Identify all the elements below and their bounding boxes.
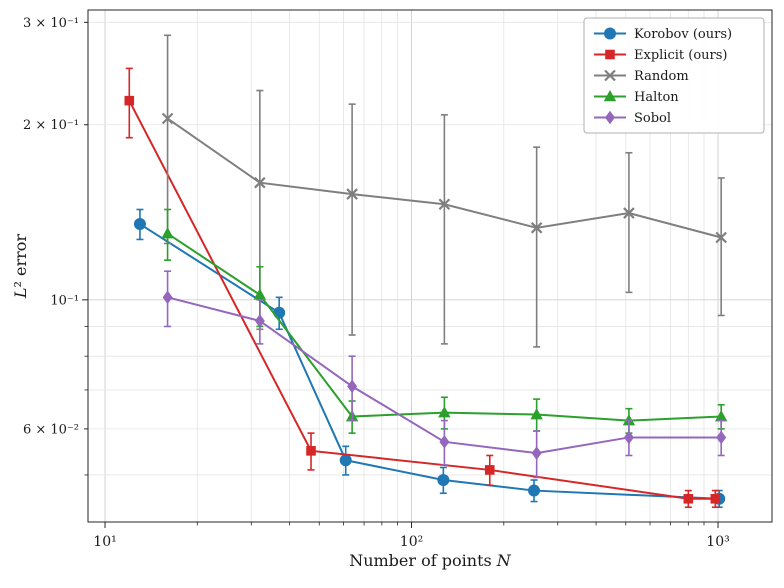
square-marker bbox=[710, 493, 721, 504]
triangle-marker bbox=[530, 408, 543, 420]
legend-label: Random bbox=[634, 69, 689, 84]
diamond-marker bbox=[623, 430, 634, 445]
x-tick-label: 10¹ bbox=[93, 534, 116, 550]
x-axis: 10¹ 10² 10³ bbox=[93, 522, 730, 550]
x-marker bbox=[438, 198, 451, 211]
plot-border bbox=[87, 9, 773, 523]
x-tick-label: 10² bbox=[400, 534, 423, 550]
legend-box bbox=[583, 17, 765, 134]
square-marker bbox=[124, 95, 135, 106]
square-marker bbox=[605, 49, 615, 60]
circle-marker bbox=[528, 484, 541, 497]
triangle-marker bbox=[253, 288, 267, 300]
square-marker bbox=[484, 465, 495, 475]
legend: Korobov (ours) Explicit (ours) Random Halto… bbox=[583, 17, 765, 134]
diamond-marker bbox=[716, 430, 727, 445]
y-tick-label: 3 × 10⁻¹ bbox=[23, 16, 79, 31]
error-bar bbox=[625, 151, 633, 294]
triangle-marker bbox=[714, 410, 728, 422]
triangle-marker bbox=[161, 227, 174, 239]
y-tick-label: 10⁻¹ bbox=[50, 293, 79, 308]
x-marker bbox=[623, 207, 635, 219]
legend-label: Explicit (ours) bbox=[634, 48, 727, 63]
error-bar bbox=[533, 146, 541, 348]
triangle-marker bbox=[603, 90, 617, 102]
legend-label: Sobol bbox=[634, 111, 671, 126]
x-marker bbox=[604, 69, 616, 82]
diamond-marker bbox=[254, 314, 265, 328]
x-tick-label: 10³ bbox=[706, 534, 729, 550]
circle-marker bbox=[133, 218, 146, 231]
grid bbox=[88, 10, 772, 522]
x-marker bbox=[530, 222, 543, 234]
triangle-marker bbox=[438, 406, 451, 418]
error-bar bbox=[717, 177, 725, 317]
series-explicit-ours bbox=[124, 67, 721, 509]
x-axis-title: Number of points N bbox=[349, 551, 512, 570]
legend-label: Halton bbox=[634, 90, 679, 105]
y-axis-title: L² error bbox=[11, 234, 30, 300]
legend-item-halton: Halton bbox=[594, 90, 679, 105]
diamond-marker bbox=[347, 379, 358, 394]
circle-marker bbox=[604, 27, 616, 40]
circle-marker bbox=[339, 454, 352, 467]
legend-item-sobol: Sobol bbox=[594, 110, 671, 126]
legend-item-random: Random bbox=[594, 69, 689, 84]
legend-item-korobov-ours: Korobov (ours) bbox=[594, 27, 732, 42]
x-marker bbox=[161, 112, 174, 125]
y-tick-label: 2 × 10⁻¹ bbox=[23, 118, 79, 133]
x-marker bbox=[346, 188, 358, 200]
series-sobol bbox=[162, 270, 727, 479]
y-axis: 3 × 10⁻¹ 2 × 10⁻¹ 10⁻¹ 6 × 10⁻² bbox=[23, 16, 88, 476]
diamond-marker bbox=[531, 446, 542, 460]
legend-item-explicit-ours: Explicit (ours) bbox=[594, 48, 727, 63]
circle-marker bbox=[437, 474, 450, 487]
triangle-marker bbox=[622, 414, 636, 426]
square-marker bbox=[683, 493, 694, 504]
diamond-marker bbox=[439, 435, 450, 449]
diamond-marker bbox=[162, 290, 173, 305]
y-tick-label: 6 × 10⁻² bbox=[23, 422, 79, 437]
series-random bbox=[161, 34, 727, 348]
diamond-marker bbox=[605, 110, 615, 125]
error-bar bbox=[348, 103, 356, 336]
legend-label: Korobov (ours) bbox=[634, 27, 732, 42]
error-bar bbox=[440, 114, 448, 345]
x-marker bbox=[254, 176, 266, 189]
x-marker bbox=[715, 231, 727, 244]
square-marker bbox=[306, 446, 316, 456]
